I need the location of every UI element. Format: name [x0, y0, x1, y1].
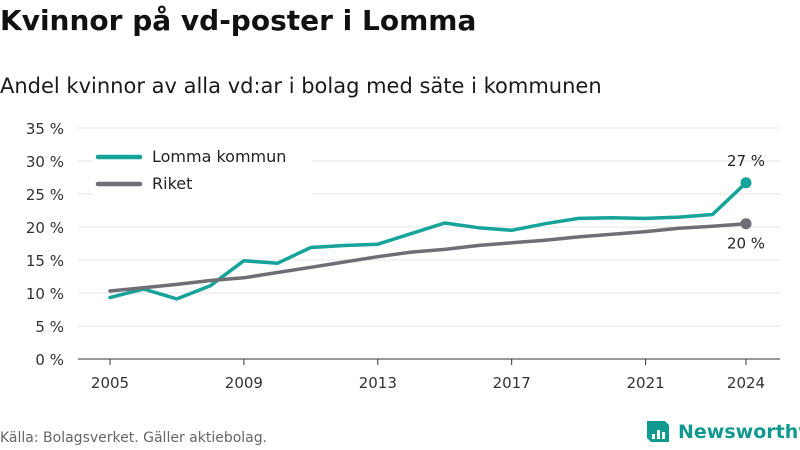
- source-note: Källa: Bolagsverket. Gäller aktiebolag.: [0, 430, 268, 446]
- series-end-label: 20 %: [727, 235, 765, 253]
- x-tick-label: 2009: [225, 374, 263, 392]
- axes: 0 % 5 % 10 % 15 % 20 % 25 % 30 % 35 % 2005 2009 20…: [26, 120, 780, 392]
- y-tick-label: 20 %: [26, 219, 64, 237]
- x-tick-label: 2021: [626, 374, 664, 392]
- y-tick-label: 25 %: [26, 186, 64, 204]
- x-tick-label: 2017: [493, 374, 531, 392]
- series-end-point: [740, 177, 752, 189]
- y-tick-label: 15 %: [26, 252, 64, 270]
- legend: Lomma kommun Riket: [92, 142, 312, 196]
- legend-label: Riket: [152, 174, 192, 193]
- y-tick-label: 5 %: [35, 318, 64, 336]
- brand-name: Newsworthy: [678, 421, 800, 443]
- series-lines: 27 % 20 %: [108, 152, 765, 301]
- series-end-label: 27 %: [727, 152, 765, 170]
- chart-subtitle: Andel kvinnor av alla vd:ar i bolag med …: [0, 74, 602, 98]
- legend-label: Lomma kommun: [152, 147, 286, 166]
- series-line: [108, 221, 748, 293]
- x-tick-label: 2013: [359, 374, 397, 392]
- y-tick-label: 10 %: [26, 285, 64, 303]
- newsworthy-brand: Newsworthy: [644, 419, 800, 445]
- y-tick-label: 35 %: [26, 120, 64, 138]
- y-tick-label: 30 %: [26, 153, 64, 171]
- series-end-point: [740, 218, 752, 230]
- newsworthy-logo-icon: [647, 421, 669, 442]
- x-tick-label: 2024: [727, 374, 765, 392]
- legend-background: [92, 142, 312, 196]
- y-tick-label: 0 %: [35, 351, 64, 369]
- x-tick-label: 2005: [91, 374, 129, 392]
- chart-title: Kvinnor på vd-poster i Lomma: [0, 4, 477, 37]
